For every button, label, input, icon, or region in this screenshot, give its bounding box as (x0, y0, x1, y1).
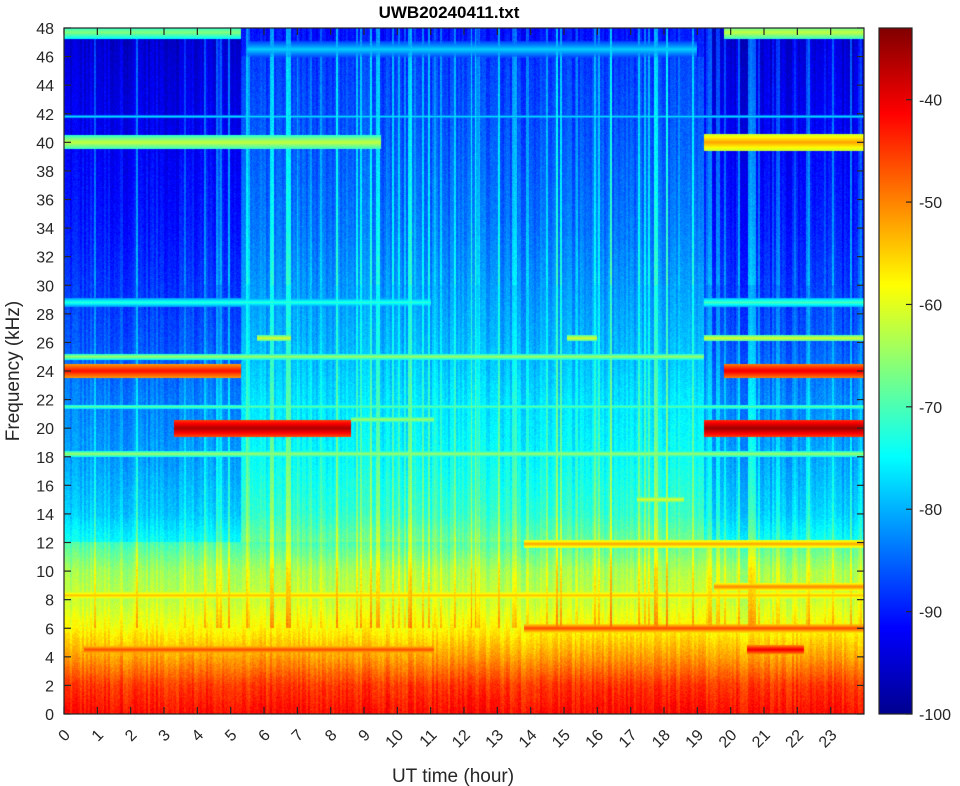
chart-title: UWB20240411.txt (379, 3, 520, 22)
y-tick-label: 14 (36, 507, 54, 524)
x-tick-label: 1 (89, 727, 107, 745)
y-axis: 0246810121416182022242628303234363840424… (36, 21, 864, 724)
y-tick-label: 26 (36, 335, 54, 352)
y-tick-label: 8 (45, 593, 54, 610)
colorbar-gradient (878, 27, 913, 715)
x-tick-label: 5 (222, 727, 240, 745)
y-tick-label: 10 (36, 564, 54, 581)
y-tick-label: 18 (36, 450, 54, 467)
y-tick-label: 48 (36, 21, 54, 38)
plot-area (63, 27, 865, 715)
y-tick-label: 46 (36, 50, 54, 67)
x-tick-label: 12 (449, 727, 474, 752)
y-tick-label: 34 (36, 221, 54, 238)
x-tick-label: 18 (649, 727, 674, 752)
y-tick-label: 0 (45, 707, 54, 724)
x-tick-label: 10 (383, 727, 408, 752)
colorbar-tick-label: -70 (919, 400, 942, 417)
x-tick-label: 7 (289, 727, 307, 745)
x-tick-label: 23 (816, 727, 841, 752)
x-tick-label: 17 (616, 727, 641, 752)
x-tick-label: 8 (322, 727, 340, 745)
y-tick-label: 22 (36, 393, 54, 410)
x-tick-label: 0 (56, 727, 74, 745)
x-tick-label: 13 (483, 727, 508, 752)
y-tick-label: 20 (36, 421, 54, 438)
colorbar-tick-label: -40 (919, 93, 942, 110)
x-tick-label: 22 (783, 727, 808, 752)
y-axis-label: Frequency (kHz) (3, 301, 24, 441)
x-tick-label: 3 (156, 727, 174, 745)
x-tick-label: 21 (749, 727, 774, 752)
colorbar: -40 -50 -60 -70 -80 -90 -100 (878, 27, 951, 724)
y-tick-label: 44 (36, 78, 54, 95)
y-tick-label: 12 (36, 536, 54, 553)
x-tick-label: 14 (516, 727, 541, 752)
x-axis-label: UT time (hour) (392, 766, 514, 786)
x-tick-label: 6 (256, 727, 274, 745)
colorbar-tick-label: -100 (919, 707, 951, 724)
y-tick-label: 28 (36, 307, 54, 324)
y-tick-label: 42 (36, 107, 54, 124)
y-tick-label: 6 (45, 621, 54, 638)
heatmap-image (64, 28, 864, 714)
heatmap-canvas-wrapper (64, 28, 864, 714)
x-tick-label: 15 (549, 727, 574, 752)
colorbar-tick-label: -80 (919, 502, 942, 519)
colorbar-ticks: -40 -50 -60 -70 -80 -90 -100 (906, 93, 951, 724)
x-tick-label: 16 (583, 727, 608, 752)
y-tick-label: 2 (45, 678, 54, 695)
x-tick-label: 2 (122, 727, 140, 745)
y-tick-label: 24 (36, 364, 54, 381)
x-tick-label: 11 (417, 727, 441, 751)
y-tick-label: 4 (45, 650, 54, 667)
colorbar-tick-label: -60 (919, 297, 942, 314)
y-tick-label: 38 (36, 164, 54, 181)
y-tick-label: 16 (36, 478, 54, 495)
x-tick-label: 9 (356, 727, 374, 745)
y-tick-label: 30 (36, 278, 54, 295)
y-tick-label: 40 (36, 135, 54, 152)
x-tick-label: 20 (716, 727, 741, 752)
x-tick-label: 4 (189, 727, 207, 745)
y-tick-label: 36 (36, 193, 54, 210)
y-tick-label: 32 (36, 250, 54, 267)
colorbar-tick-label: -90 (919, 605, 942, 622)
x-tick-label: 19 (683, 727, 708, 752)
colorbar-tick-label: -50 (919, 195, 942, 212)
